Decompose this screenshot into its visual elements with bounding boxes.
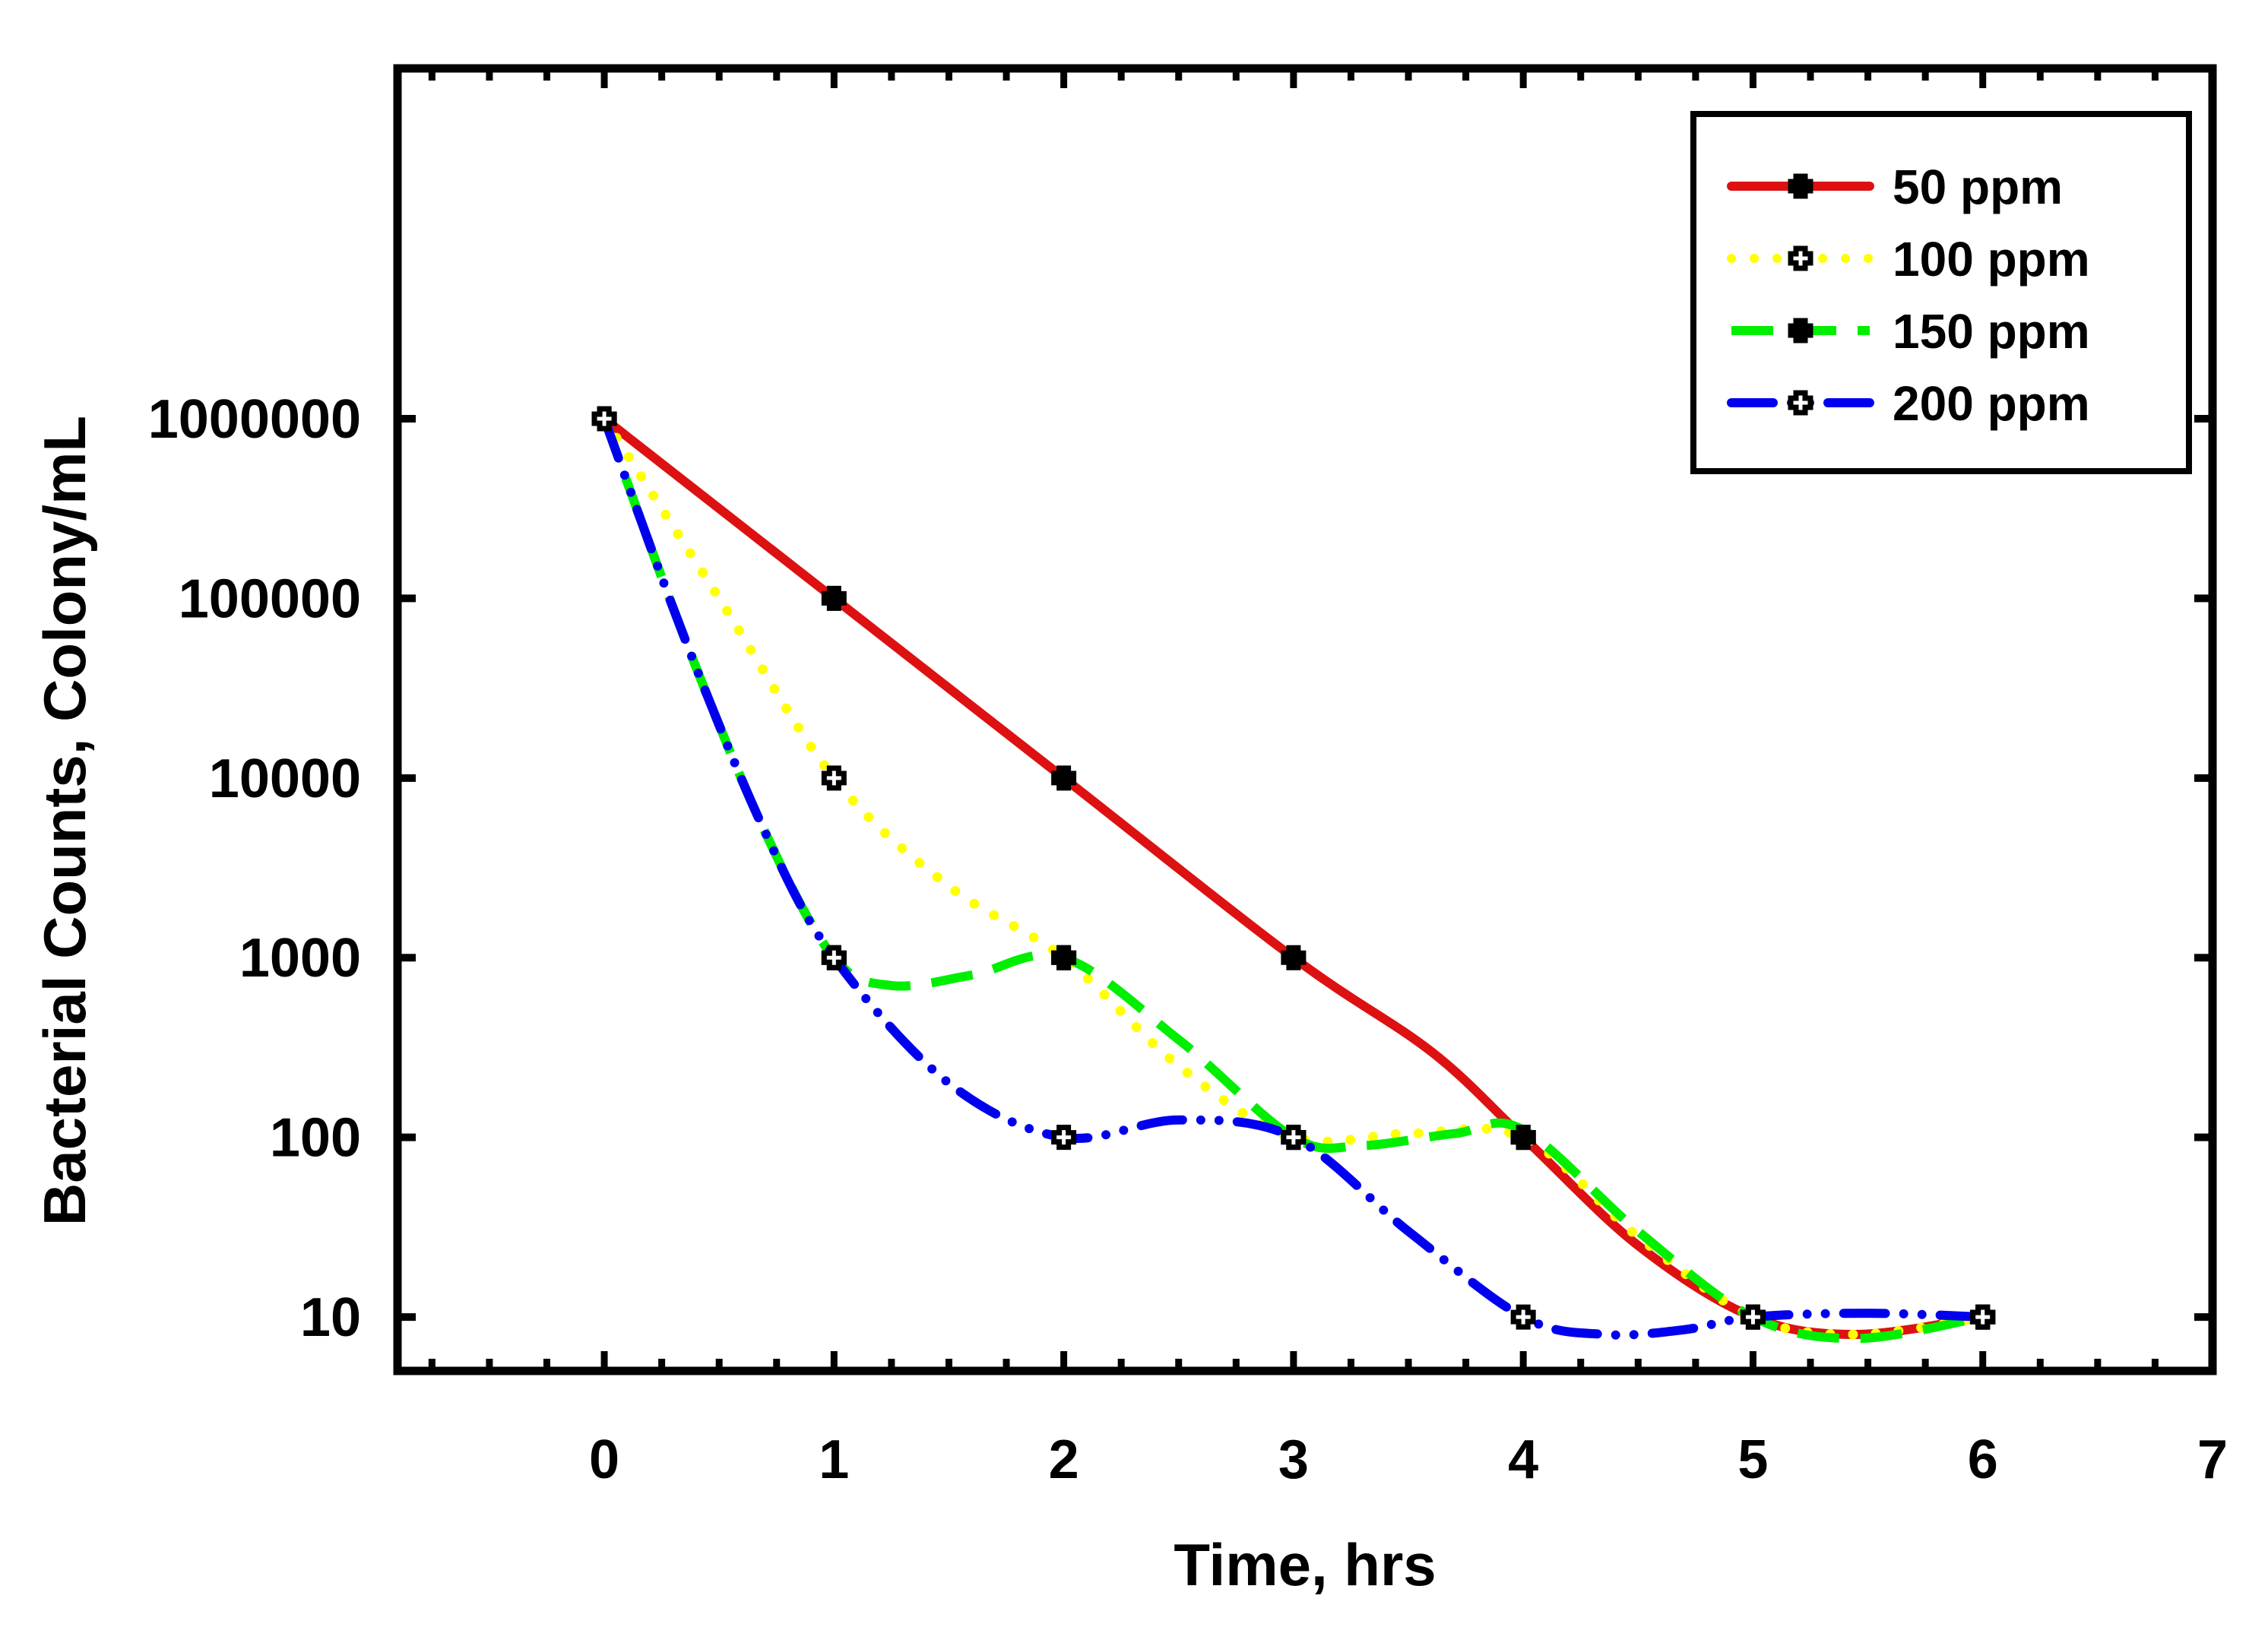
series-line (600, 416, 1984, 1344)
data-point (1051, 945, 1077, 970)
legend: 50 ppm 100 ppm 150 ppm 200 ppm (1690, 111, 2192, 474)
x-tick-label: 7 (2197, 1429, 2228, 1490)
x-tick-label: 1 (819, 1429, 849, 1490)
marker-shape (821, 765, 847, 791)
legend-marker (1788, 390, 1813, 416)
y-tick-label: 10000 (209, 749, 361, 809)
legend-label-200ppm: 200 ppm (1893, 376, 2090, 431)
legend-marker (1788, 173, 1813, 199)
marker-shape (1740, 1304, 1766, 1330)
x-tick-label: 6 (1968, 1429, 1998, 1490)
marker-shape (1281, 1125, 1307, 1151)
data-point (1740, 1304, 1766, 1330)
legend-marker (1788, 245, 1813, 271)
marker-shape (1281, 945, 1307, 970)
y-tick-label: 100000 (179, 568, 361, 629)
x-tick-label: 0 (589, 1429, 619, 1490)
x-axis-title: Time, hrs (1174, 1531, 1436, 1598)
marker-shape (1051, 945, 1077, 970)
marker-shape (1970, 1304, 1996, 1330)
data-point (1510, 1304, 1536, 1330)
legend-box (1690, 111, 2192, 474)
y-tick-label: 100 (270, 1108, 361, 1169)
series-line (599, 413, 1988, 1340)
marker-shape (1510, 1304, 1536, 1330)
data-point (1510, 1125, 1536, 1151)
y-tick-label: 10 (300, 1287, 361, 1348)
marker-shape (1051, 1125, 1077, 1151)
series-line (600, 414, 1988, 1339)
y-tick-label: 1000000 (148, 389, 361, 450)
legend-marker (1788, 318, 1813, 343)
data-point (1051, 765, 1077, 791)
data-point (821, 765, 847, 791)
x-tick-labels: 0 1 2 3 4 5 6 7 (589, 1429, 2228, 1490)
data-point (821, 945, 847, 970)
marker-shape (1788, 245, 1813, 271)
y-tick-labels: 10 100 1000 10000 100000 1000000 (148, 389, 361, 1348)
x-tick-label: 4 (1508, 1429, 1538, 1490)
x-tick-label: 2 (1049, 1429, 1079, 1490)
data-point (1970, 1304, 1996, 1330)
data-point (591, 406, 617, 432)
marker-shape (1788, 390, 1813, 416)
series-150-ppm (591, 406, 1996, 1344)
legend-label-150ppm: 150 ppm (1893, 304, 2090, 359)
series-line (600, 414, 1988, 1340)
axis-ticks (398, 68, 2213, 1371)
marker-shape (591, 406, 617, 432)
marker-shape (1051, 765, 1077, 791)
series-200-ppm (591, 406, 1996, 1340)
series-100-ppm (591, 406, 1996, 1340)
plot-frame (393, 64, 2217, 1375)
data-point (1281, 1125, 1307, 1151)
data-point (1281, 945, 1307, 970)
marker-shape (1788, 318, 1813, 343)
marker-shape (1788, 173, 1813, 199)
x-tick-label: 5 (1737, 1429, 1768, 1490)
data-point (821, 585, 847, 611)
x-tick-label: 3 (1278, 1429, 1309, 1490)
data-point (1051, 1125, 1077, 1151)
marker-shape (1510, 1125, 1536, 1151)
marker-shape (821, 945, 847, 970)
marker-shape (821, 585, 847, 611)
series-50-ppm (591, 406, 1996, 1339)
y-axis-title: Bacterial Counts, Colony/mL (31, 416, 98, 1226)
legend-label-100ppm: 100 ppm (1893, 232, 2090, 286)
legend-label-50ppm: 50 ppm (1893, 160, 2063, 214)
series-layer (591, 406, 1996, 1344)
y-tick-label: 1000 (239, 928, 361, 989)
